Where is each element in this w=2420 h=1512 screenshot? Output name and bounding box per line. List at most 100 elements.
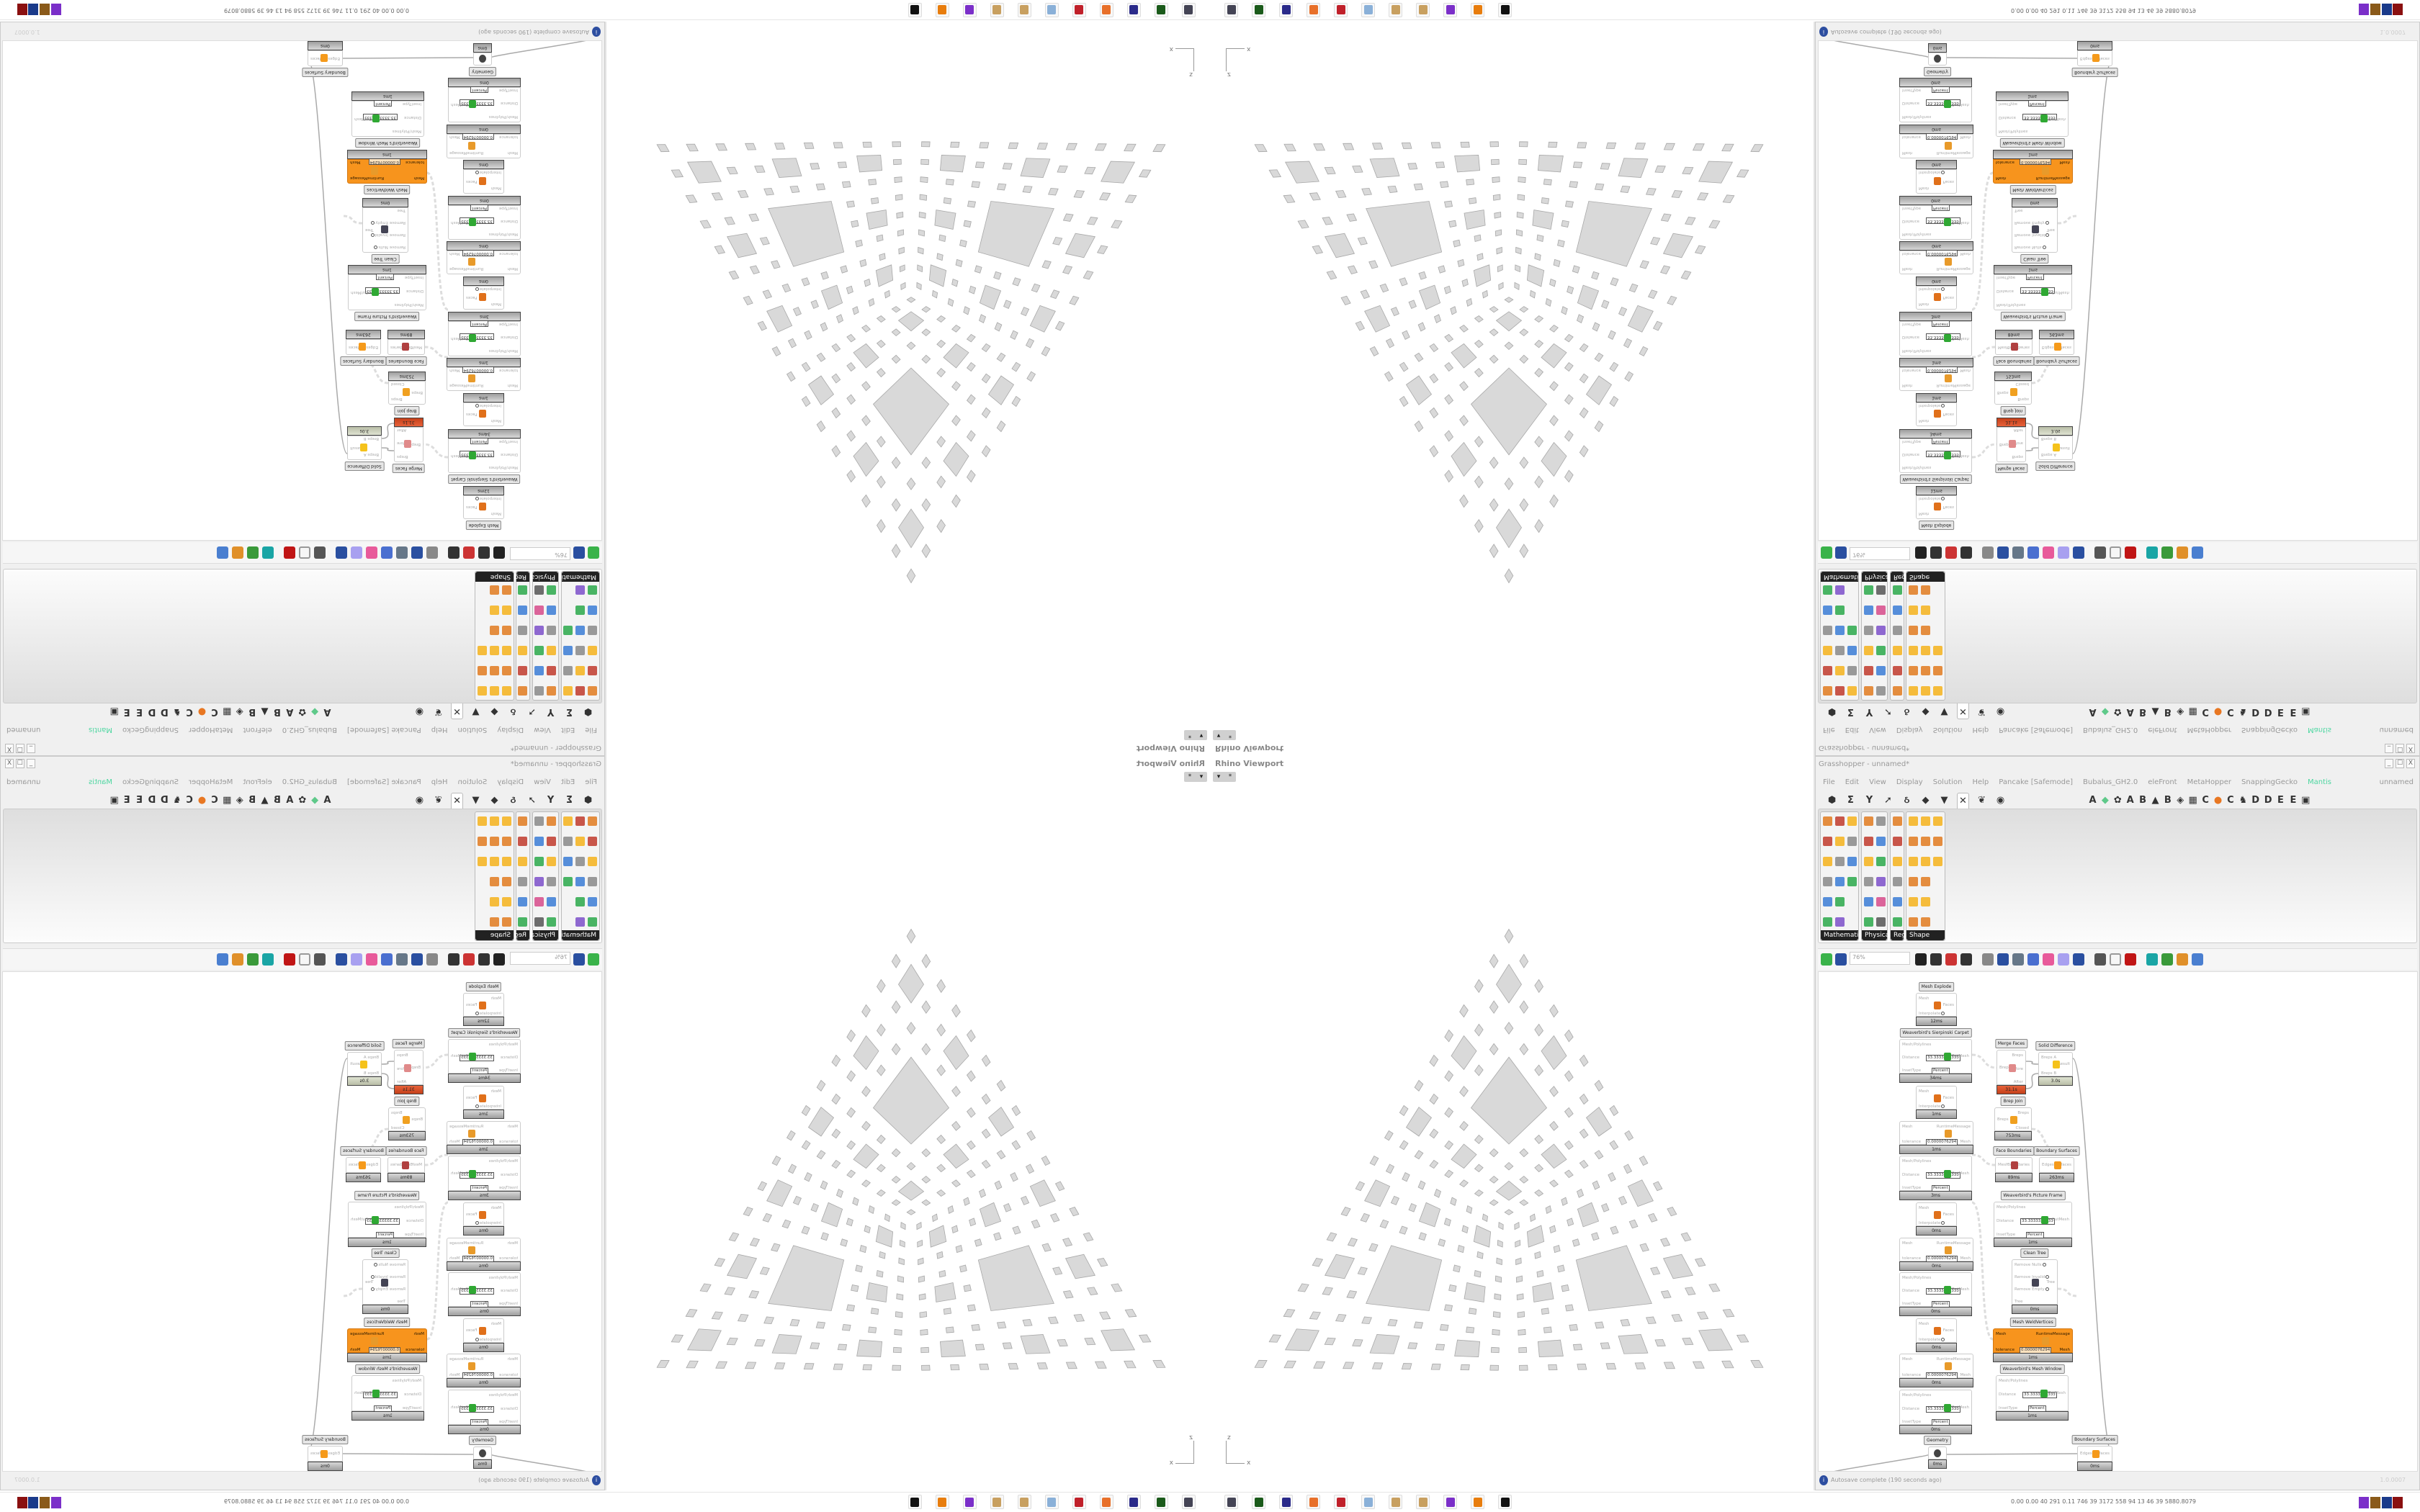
- mesh-face[interactable]: [917, 1239, 923, 1248]
- output-port[interactable]: Faces: [1942, 505, 1954, 510]
- component-body[interactable]: Mesh/Polylines Distance 33.3333333333 Inset…: [448, 1039, 521, 1074]
- menu-item-display[interactable]: Display: [1896, 726, 1923, 734]
- mesh-face[interactable]: [786, 1130, 796, 1141]
- component-body[interactable]: Mesh/Polylines Distance 33.3333333333 Inset…: [448, 438, 521, 473]
- component-body[interactable]: Breps Breps Closed: [388, 381, 426, 405]
- mesh-face[interactable]: [1062, 213, 1074, 222]
- mesh-face[interactable]: [1489, 141, 1499, 148]
- component-icon[interactable]: [534, 877, 544, 886]
- mesh-face[interactable]: [1048, 1316, 1059, 1325]
- mesh-face[interactable]: [1579, 1128, 1589, 1139]
- mesh-face[interactable]: [1402, 330, 1410, 340]
- mesh-face[interactable]: [1010, 330, 1018, 340]
- mesh-face[interactable]: [918, 212, 926, 219]
- output-port[interactable]: Mesh: [2059, 1348, 2070, 1352]
- mesh-face[interactable]: [816, 420, 826, 433]
- component-icon[interactable]: [518, 585, 527, 595]
- component-weaverbird-s-mesh-window[interactable]: Weaverbird's Mesh Window Mesh/Polylines Di…: [1996, 90, 2069, 148]
- output-port[interactable]: RuntimeMessage: [1936, 1357, 1971, 1362]
- input-port[interactable]: Remove Nulls: [2015, 244, 2046, 249]
- mesh-face[interactable]: [1504, 297, 1514, 303]
- component-icon[interactable]: [1876, 857, 1886, 866]
- toggle-icon[interactable]: [371, 1287, 375, 1291]
- mesh-face[interactable]: [1624, 1130, 1634, 1141]
- mesh-face[interactable]: [895, 1311, 903, 1318]
- input-port[interactable]: InsetType: [499, 87, 518, 92]
- mesh-face[interactable]: [831, 445, 841, 458]
- tab-0[interactable]: ⬢: [583, 795, 593, 806]
- component-icon[interactable]: [547, 837, 556, 846]
- component-boundary-surfaces[interactable]: Boundary Surfaces Edges Surfaces 0ms: [2071, 40, 2118, 77]
- mesh-face[interactable]: [899, 264, 905, 273]
- toggle-icon[interactable]: [2045, 233, 2050, 237]
- input-port[interactable]: Mesh: [491, 301, 501, 306]
- component-icon[interactable]: [1909, 646, 1918, 655]
- mesh-face[interactable]: [1585, 375, 1613, 405]
- mesh-face[interactable]: [1466, 179, 1475, 186]
- mesh-face[interactable]: [1489, 306, 1499, 313]
- mesh-face[interactable]: [1624, 371, 1634, 382]
- component-icon[interactable]: [1823, 877, 1832, 886]
- component-body[interactable]: Mesh tolerance 0.0000076294 RuntimeMessage M…: [447, 250, 521, 274]
- component-icon[interactable]: [1876, 877, 1886, 886]
- output-port[interactable]: Mesh: [350, 160, 361, 164]
- tab-3[interactable]: ➚: [528, 706, 536, 717]
- component-icon[interactable]: [1823, 837, 1832, 846]
- mesh-face[interactable]: [1094, 143, 1107, 151]
- mesh-face[interactable]: [686, 143, 699, 152]
- input-port[interactable]: Mesh: [412, 344, 422, 349]
- mesh-face[interactable]: [876, 339, 886, 348]
- taskbar-app-monitor-icon[interactable]: [1224, 1495, 1238, 1509]
- menu-item-view[interactable]: View: [534, 778, 551, 786]
- mesh-face[interactable]: [916, 282, 922, 291]
- plugin-tab-9[interactable]: C: [211, 706, 218, 717]
- component-brep-join[interactable]: Brep Join Breps Breps Closed 753ms: [1994, 1097, 2032, 1142]
- mesh-face[interactable]: [1639, 260, 1649, 269]
- mesh-face[interactable]: [1010, 1172, 1018, 1182]
- maximize-button[interactable]: ☐: [16, 744, 24, 753]
- mesh-face[interactable]: [1545, 298, 1552, 307]
- bell-icon[interactable]: [2094, 546, 2106, 559]
- input-value[interactable]: Percent: [1932, 438, 1950, 444]
- mesh-face[interactable]: [801, 277, 810, 287]
- output-port[interactable]: Breps: [391, 1111, 403, 1115]
- component-icon[interactable]: [502, 837, 511, 846]
- output-port[interactable]: OutMesh: [1951, 336, 1969, 341]
- mesh-face[interactable]: [918, 1257, 924, 1266]
- input-port[interactable]: InsetType: [499, 1302, 518, 1307]
- mesh-face[interactable]: [846, 1304, 856, 1312]
- mesh-face[interactable]: [737, 190, 749, 199]
- mesh-face[interactable]: [876, 1134, 886, 1144]
- component-nickname[interactable]: Brep Join: [2000, 1097, 2026, 1106]
- component-icon[interactable]: [1893, 585, 1902, 595]
- viewport-menu-dropdown[interactable]: ▾: [1199, 773, 1204, 780]
- mesh-face[interactable]: [1387, 185, 1398, 193]
- output-port[interactable]: Tree: [2046, 228, 2055, 233]
- mesh-face[interactable]: [1407, 163, 1418, 170]
- bulb-icon[interactable]: [351, 546, 362, 559]
- mesh-face[interactable]: [891, 306, 901, 313]
- mesh-face[interactable]: [846, 333, 856, 343]
- component-icon[interactable]: [1893, 897, 1902, 906]
- mesh-face[interactable]: [951, 1225, 959, 1234]
- mesh-face[interactable]: [757, 320, 768, 331]
- mesh-face[interactable]: [936, 475, 946, 489]
- mesh-face[interactable]: [1361, 187, 1372, 196]
- component-nickname[interactable]: Face Boundaries: [385, 1146, 427, 1156]
- mesh-face[interactable]: [1026, 1130, 1036, 1141]
- email-icon[interactable]: [1982, 546, 1994, 559]
- mesh-face[interactable]: [1572, 1238, 1580, 1247]
- mesh-face[interactable]: [1414, 420, 1424, 433]
- ring-icon[interactable]: [2110, 953, 2121, 966]
- mesh-face[interactable]: [831, 407, 841, 419]
- component-mesh-weldvertices[interactable]: Mesh WeldVertices Mesh tolerance 0.00000762…: [1993, 148, 2073, 194]
- mesh-face[interactable]: [1721, 1360, 1734, 1369]
- mesh-face[interactable]: [971, 181, 981, 188]
- mesh-face[interactable]: [1444, 394, 1454, 405]
- mesh-face[interactable]: [1020, 158, 1051, 178]
- component-icon[interactable]: [518, 897, 527, 906]
- component-body[interactable]: Mesh/Polylines Distance 33.3333333333 Inset…: [1899, 86, 1972, 122]
- mesh-face[interactable]: [1138, 169, 1152, 178]
- mesh-face[interactable]: [1417, 322, 1426, 332]
